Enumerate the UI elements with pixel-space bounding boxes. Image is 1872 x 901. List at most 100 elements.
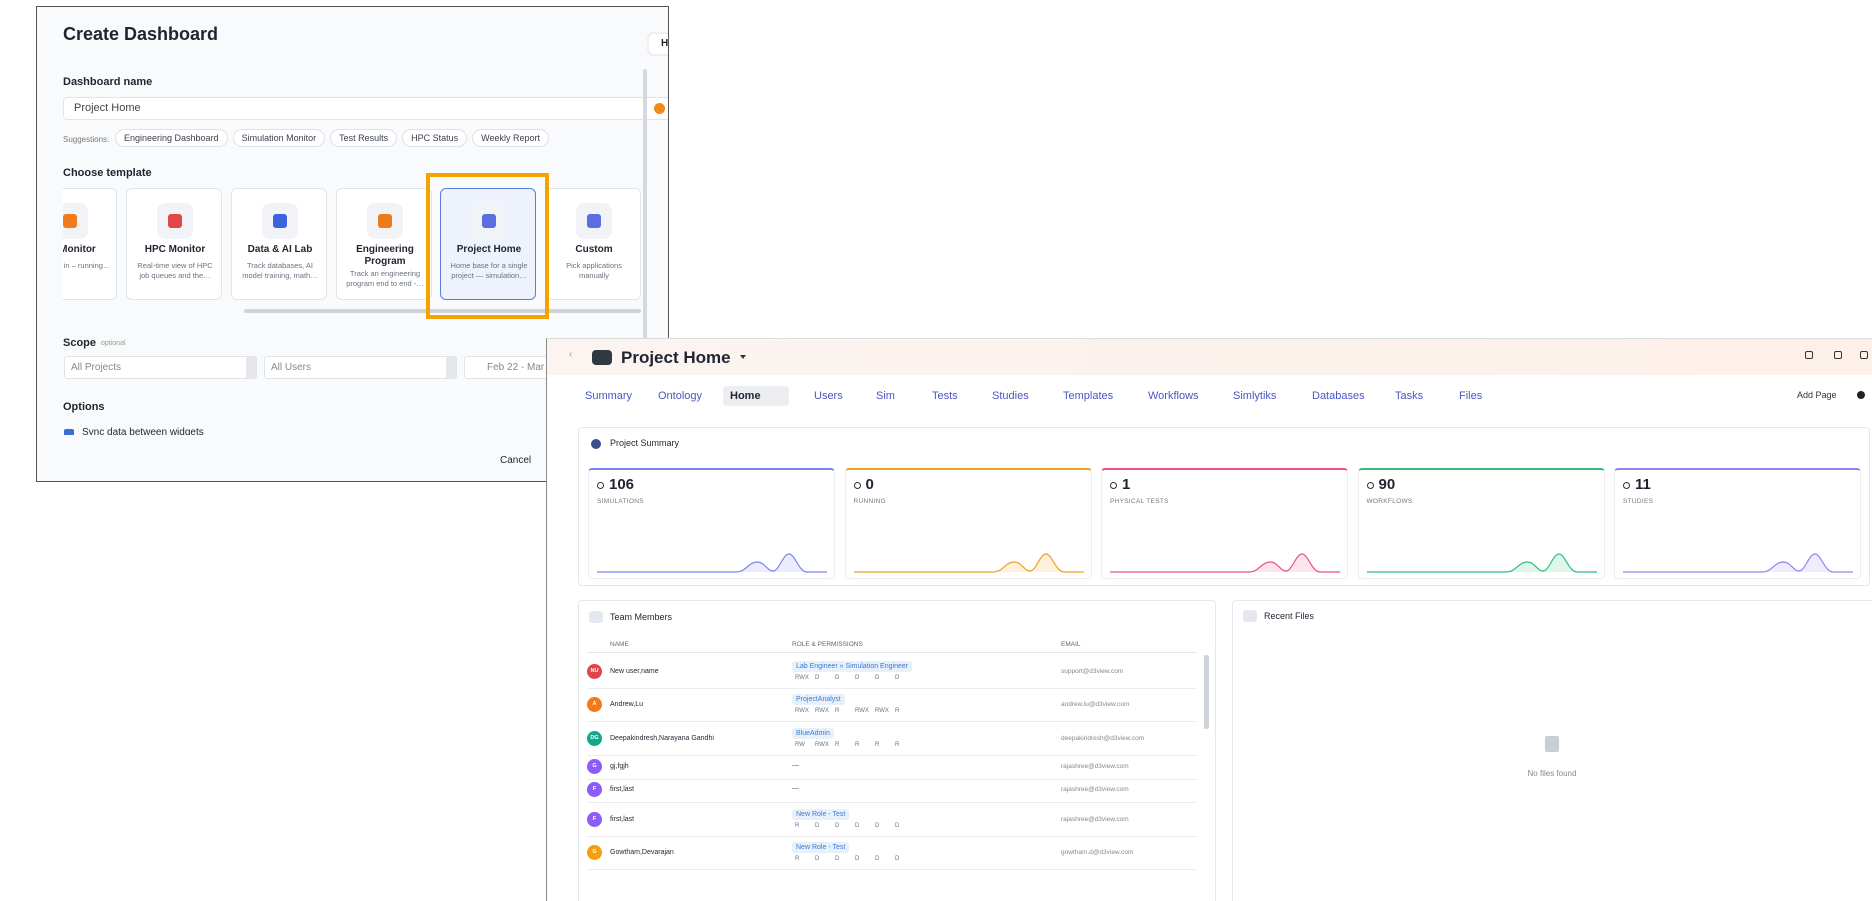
scope-value: All Projects <box>71 362 122 373</box>
name-value: Project Home <box>74 102 141 114</box>
header-icon[interactable] <box>1805 351 1813 359</box>
stat-card: 90 WORKFLOWS <box>1357 468 1605 579</box>
permission: D <box>855 823 860 829</box>
add-page-dot <box>1857 391 1865 399</box>
stat-card: 1 PHYSICAL TESTS <box>1101 468 1348 579</box>
select-arrow <box>246 357 256 378</box>
stat-label: WORKFLOWS <box>1366 498 1413 505</box>
avatar: G <box>587 759 602 774</box>
suggestion-chip[interactable]: Weekly Report <box>472 129 550 147</box>
title-caret[interactable] <box>740 355 746 359</box>
member-name: Gowtham,Devarajan <box>610 849 674 856</box>
section-label: Choose template <box>63 167 152 179</box>
section-label: Options <box>63 401 105 413</box>
suggestion-chip[interactable]: Engineering Dashboard <box>115 129 228 147</box>
template-title: Custom <box>575 244 613 255</box>
stat-label: STUDIES <box>1623 498 1654 505</box>
stat-card: 0 RUNNING <box>844 468 1092 579</box>
scope-select[interactable]: All Users <box>264 356 457 379</box>
template-card[interactable]: Project Home Home base for a single proje… <box>440 188 536 300</box>
nav-tab[interactable]: Tasks <box>1395 390 1424 402</box>
stat-icon <box>1110 482 1117 489</box>
nav-tab[interactable]: Workflows <box>1148 390 1199 402</box>
cancel-button[interactable]: Cancel <box>500 455 532 466</box>
suggestions: Engineering Dashboard Simulation Monitor T… <box>115 129 554 147</box>
permission: R <box>895 742 900 748</box>
dialog-title: Create Dashboard <box>63 24 219 44</box>
header-icon[interactable] <box>1860 351 1868 359</box>
icon-glyph <box>587 214 601 228</box>
nav-tab[interactable]: Users <box>814 390 843 402</box>
v-scrollbar <box>643 69 647 434</box>
add-page-button[interactable]: Add Page <box>1797 390 1837 400</box>
mode-button[interactable]: Human <box>649 34 668 54</box>
suggestion-chip[interactable]: Simulation Monitor <box>232 129 326 147</box>
nav-tab[interactable]: Ontology <box>658 390 703 402</box>
role-tag: New Role - Test <box>792 809 850 820</box>
template-card[interactable]: Custom Pick applications manually <box>545 188 641 300</box>
member-name: Andrew,Lu <box>610 701 644 708</box>
permission: RWX <box>855 708 869 714</box>
template-description: Home base for a single project — simulat… <box>450 261 528 280</box>
files-panel: Recent Files No files found <box>1232 600 1872 901</box>
back-icon: ‹ <box>569 349 573 360</box>
scope-select[interactable]: All Projects <box>64 356 257 379</box>
app-icon <box>592 350 612 365</box>
scope-value: Feb 22 - Mar <box>487 362 545 373</box>
sparkline <box>597 553 827 573</box>
nav-tab[interactable]: Templates <box>1063 390 1114 402</box>
nav-tab[interactable]: Sim <box>876 390 895 402</box>
stat-label: RUNNING <box>853 498 886 505</box>
suggestion-chip[interactable]: Test Results <box>330 129 398 147</box>
stat-value: 90 <box>1378 476 1396 493</box>
permission: R <box>835 708 840 714</box>
dialog-body: Create Dashboard HumanAI Dashboard name Pro… <box>37 7 668 435</box>
member-name: gj,fgjh <box>610 763 629 770</box>
permission: RWX <box>795 708 809 714</box>
nav-tab[interactable]: Databases <box>1312 390 1365 402</box>
scope-value: All Users <box>271 362 312 373</box>
stat-value: 106 <box>609 476 635 493</box>
template-card[interactable]: HPC Monitor Real-time view of HPC job que… <box>126 188 222 300</box>
permission: RW <box>795 742 805 748</box>
permission: D <box>895 856 900 862</box>
member-email: support@d3view.com <box>1061 668 1124 675</box>
template-card[interactable]: Engineering Program Track an engineering … <box>336 188 432 300</box>
empty-message: No files found <box>1527 769 1577 778</box>
template-card[interactable]: on Monitor mulations in – running… <box>63 188 117 300</box>
header-divider <box>587 652 1197 653</box>
permission: R <box>795 856 800 862</box>
window-header <box>547 339 1872 375</box>
template-icon <box>63 203 88 239</box>
checkbox-label: Sync data between widgets <box>82 427 204 435</box>
permission: D <box>855 675 860 681</box>
stat-icon <box>853 482 861 489</box>
row-divider <box>587 721 1197 722</box>
icon-glyph <box>168 214 182 228</box>
template-icon <box>157 203 193 239</box>
empty-icon <box>1545 736 1559 752</box>
name-input[interactable]: Project Home <box>63 97 668 120</box>
header-icon[interactable] <box>1834 351 1842 359</box>
sparkline <box>1110 553 1340 573</box>
permission: D <box>875 856 880 862</box>
permission: D <box>815 823 820 829</box>
table-scrollbar <box>1204 655 1209 729</box>
suggestion-chip[interactable]: HPC Status <box>402 129 468 147</box>
checkbox[interactable] <box>64 429 74 435</box>
permission: RWX <box>815 708 829 714</box>
stat-card: 106 SIMULATIONS <box>588 468 835 579</box>
nav-tab[interactable]: Tests <box>932 390 958 402</box>
template-title: Data & AI Lab <box>247 244 313 255</box>
stat-icon <box>597 482 604 489</box>
nav-tab[interactable]: Summary <box>585 390 633 402</box>
template-description: Track databases, AI model training, math… <box>242 261 318 280</box>
nav-tab[interactable]: Files <box>1459 390 1483 402</box>
nav-tab[interactable]: Home <box>723 386 789 406</box>
permission: RWX <box>795 675 809 681</box>
nav-tab[interactable]: Studies <box>992 390 1029 402</box>
permission: R <box>795 823 800 829</box>
template-card[interactable]: Data & AI Lab Track databases, AI model t… <box>231 188 327 300</box>
nav-tab[interactable]: Simlytiks <box>1233 390 1277 402</box>
